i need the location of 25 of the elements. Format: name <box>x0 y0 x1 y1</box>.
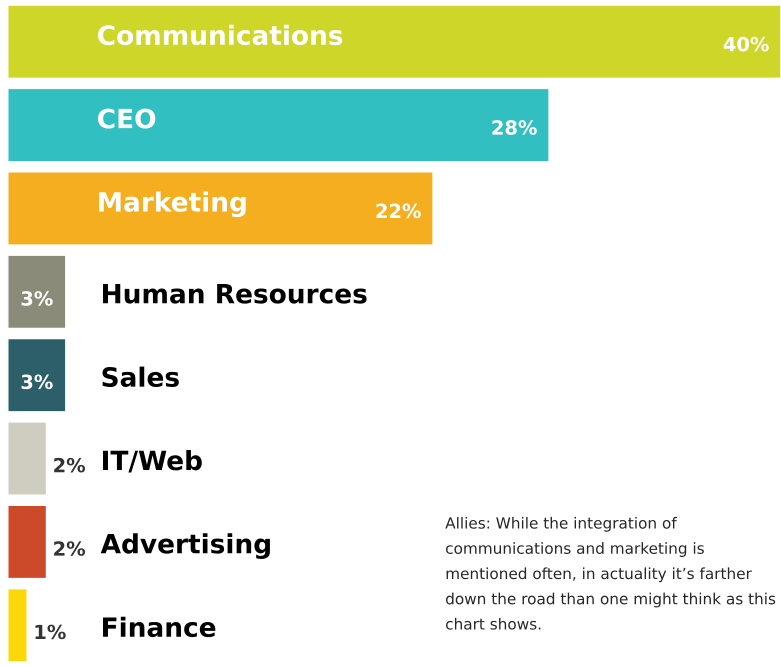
y-tick-label: Communications <box>98 24 342 46</box>
bar <box>8 88 550 162</box>
bar <box>8 254 66 330</box>
bar <box>8 421 48 496</box>
data-label: 2% <box>54 541 86 556</box>
data-label: 3% <box>22 291 53 306</box>
y-tick-label: Sales <box>102 366 179 388</box>
data-label: 22% <box>376 204 421 218</box>
bar <box>8 504 48 580</box>
data-label: 3% <box>22 374 53 390</box>
y-tick-label: Advertising <box>100 533 270 559</box>
y-tick-label: Marketing <box>99 191 246 218</box>
annotation: Allies: While the integration of communications and marketing is mentioned often, in actuality it’s farther down the road than one might think as this chart shows. <box>445 516 776 630</box>
y-tick-label: CEO <box>98 108 156 129</box>
y-tick-label: IT/Web <box>103 450 202 472</box>
data-label: 1% <box>36 624 66 640</box>
data-label: 2% <box>54 458 86 473</box>
y-tick-label: Finance <box>103 616 216 638</box>
data-label: 28% <box>492 120 537 135</box>
y-tick-label: Human Resources <box>103 284 367 304</box>
data-label: 40% <box>724 36 769 52</box>
bar <box>8 338 66 413</box>
bar <box>8 588 28 663</box>
bar <box>8 171 434 246</box>
bar <box>8 4 781 80</box>
